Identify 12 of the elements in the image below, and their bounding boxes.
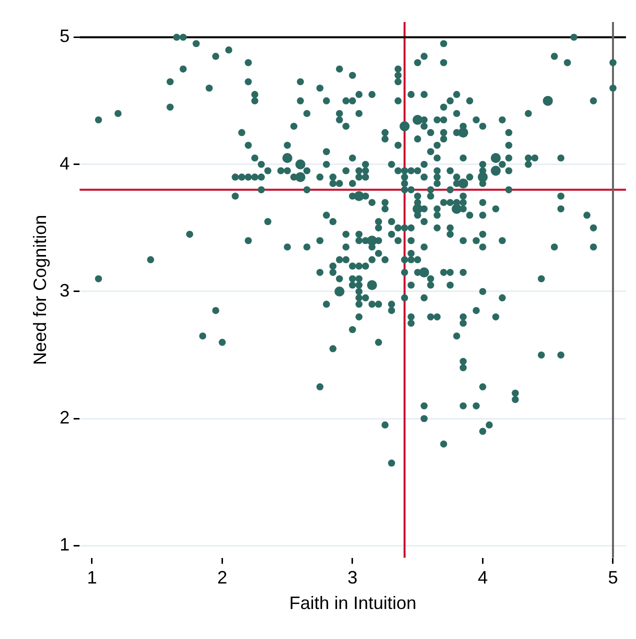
- y-tick-label: 4: [60, 153, 70, 174]
- y-tick-label: 2: [60, 408, 70, 428]
- x-axis-title: Faith in Intuition: [289, 593, 416, 614]
- y-axis-title: Need for Cognition: [30, 214, 50, 365]
- x-tick-label: 1: [86, 568, 97, 588]
- y-tick-label: 1: [60, 534, 70, 555]
- x-tick-label: 3: [347, 568, 358, 588]
- x-tick-label: 5: [608, 568, 618, 588]
- x-tick-label: 4: [478, 568, 488, 588]
- y-tick-label: 3: [60, 280, 70, 300]
- x-tick-label: 2: [217, 568, 228, 588]
- y-tick-label: 5: [60, 26, 70, 46]
